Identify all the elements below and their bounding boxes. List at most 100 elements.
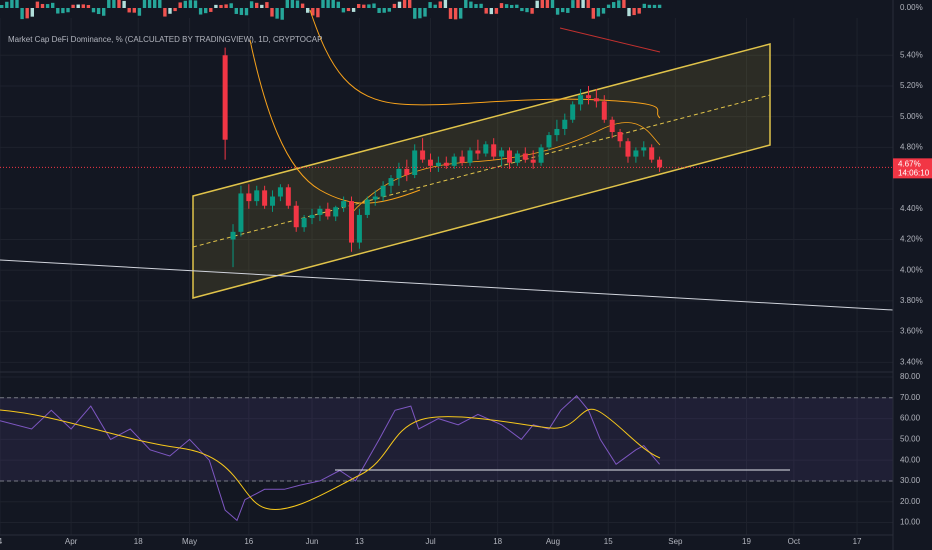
y-tick-label: 4.20% — [900, 235, 923, 244]
histogram-bar — [122, 0, 126, 8]
histogram-bar — [617, 0, 621, 8]
histogram-bar — [306, 8, 310, 13]
histogram-bar — [652, 4, 657, 8]
candle-body — [372, 196, 378, 200]
candle-body — [277, 187, 283, 197]
histogram-bar — [586, 0, 590, 8]
histogram-bar — [632, 8, 636, 16]
histogram-bar — [606, 4, 611, 8]
candle-body — [404, 168, 410, 176]
x-tick-label: 18 — [134, 537, 143, 546]
histogram-bar — [91, 8, 96, 13]
candle-body — [364, 199, 370, 215]
rsi-pane — [0, 394, 893, 522]
histogram-bar — [545, 0, 550, 8]
histogram-bar — [392, 3, 397, 8]
histogram-bar — [428, 2, 432, 9]
histogram-bar — [423, 8, 427, 17]
x-tick-label: Oct — [788, 537, 801, 546]
y-tick-label: 40.00 — [900, 455, 921, 464]
histogram-bar — [622, 0, 626, 8]
histogram-bar — [647, 4, 652, 8]
histogram-bar — [234, 8, 238, 14]
histogram-bar — [627, 8, 631, 17]
histogram-bar — [494, 8, 499, 14]
moving-average — [249, 39, 421, 204]
candle-body — [309, 214, 315, 219]
x-tick-label: Jul — [425, 537, 435, 546]
histogram-bar — [163, 8, 167, 17]
histogram-bar — [229, 3, 233, 8]
histogram-bar — [173, 8, 177, 12]
histogram-bar — [153, 0, 157, 9]
histogram-bar — [433, 4, 437, 8]
histogram-bar — [270, 8, 274, 17]
histogram-bar — [71, 4, 75, 8]
histogram-bar — [255, 2, 259, 8]
histogram-bar — [10, 0, 14, 8]
histogram-bar — [448, 8, 453, 19]
histogram-bar — [464, 0, 468, 9]
candle-body — [262, 190, 268, 206]
x-tick-label: 15 — [604, 537, 613, 546]
candle-body — [341, 201, 347, 208]
candle-body — [412, 150, 418, 176]
histogram-bar — [377, 8, 381, 13]
histogram-bar — [499, 3, 504, 8]
histogram-bar — [198, 8, 203, 15]
candle-body — [633, 150, 639, 157]
candle-body — [657, 159, 663, 168]
x-tick-label: Aug — [546, 537, 560, 546]
histogram-bar — [193, 0, 198, 8]
histogram-bar — [35, 1, 40, 9]
histogram-bar — [20, 8, 24, 20]
histogram-bar — [142, 0, 147, 8]
histogram-bar — [596, 8, 601, 17]
histogram-bar — [326, 0, 330, 8]
histogram-bar — [127, 8, 131, 13]
histogram-bar — [132, 8, 136, 13]
histogram-bar — [204, 8, 208, 14]
histogram-bar — [469, 1, 473, 9]
y-tick-label: 80.00 — [900, 372, 921, 381]
histogram-bar — [209, 8, 213, 12]
histogram-bar — [188, 0, 193, 8]
candle-body — [641, 147, 647, 151]
histogram-bar — [0, 5, 4, 8]
last-price-box — [893, 158, 932, 179]
candle-body — [238, 193, 244, 232]
candle-body — [601, 101, 607, 120]
trendline — [0, 259, 894, 311]
histogram-bar — [300, 3, 305, 8]
indicator-axis-label: 0.00% — [900, 3, 923, 12]
candle-body — [522, 153, 528, 160]
histogram-bar — [249, 1, 254, 9]
histogram-bar — [336, 1, 340, 8]
histogram-bar — [612, 2, 616, 8]
rsi-line — [0, 394, 660, 522]
candle-body — [443, 162, 449, 166]
histogram-bar — [510, 4, 514, 8]
x-tick-label: 18 — [493, 537, 502, 546]
histogram-bar — [214, 4, 218, 8]
candle-body — [499, 150, 505, 157]
candle-body — [475, 150, 481, 154]
candle-body — [293, 205, 299, 228]
last-price-label: 4.67% — [898, 159, 921, 168]
candle-body — [396, 168, 402, 179]
countdown-label: 14:06:10 — [898, 168, 930, 177]
candle-body — [246, 193, 252, 202]
histogram-bar — [76, 4, 80, 8]
candle-body — [356, 214, 362, 243]
candle-body — [554, 128, 560, 136]
histogram-bar — [321, 0, 325, 9]
histogram-bar — [530, 8, 534, 14]
candle-body — [570, 104, 576, 120]
histogram-bar — [642, 3, 646, 8]
histogram-bar — [601, 8, 606, 14]
candle-body — [593, 98, 599, 102]
x-tick-label: 17 — [853, 537, 862, 546]
histogram-bar — [56, 8, 60, 14]
candle-body — [483, 144, 489, 154]
candle-body — [301, 218, 307, 228]
